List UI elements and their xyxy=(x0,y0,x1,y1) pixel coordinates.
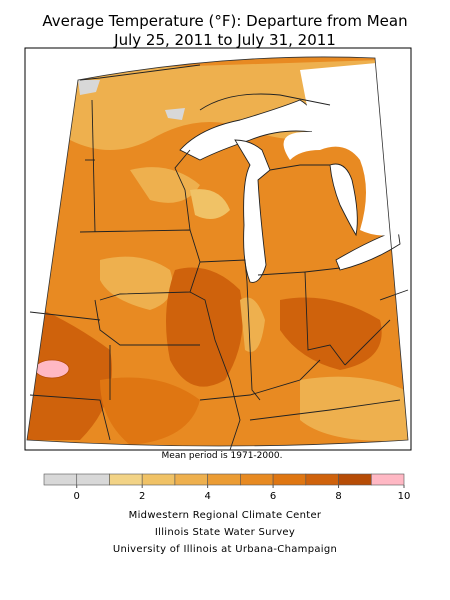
colorbar-tick-label: 8 xyxy=(335,491,341,502)
map-frame xyxy=(24,47,412,451)
colorbar-segment xyxy=(141,473,176,486)
colorbar-tick-label: 0 xyxy=(74,491,80,502)
colorbar-tick-label: 4 xyxy=(204,491,210,502)
colorbar: 0 2 4 6 8 10 xyxy=(43,473,411,502)
state-lines xyxy=(29,64,409,451)
credit-line: Midwestern Regional Climate Center xyxy=(129,510,322,521)
title-line: Average Temperature (°F): Departure from… xyxy=(42,12,407,30)
credit-line: University of Illinois at Urbana-Champai… xyxy=(113,544,337,555)
title-line: July 25, 2011 to July 31, 2011 xyxy=(113,31,336,49)
map xyxy=(24,47,412,451)
credit-line: Illinois State Water Survey xyxy=(155,527,295,538)
mean-period-note: Mean period is 1971-2000. xyxy=(162,451,283,461)
lakes xyxy=(179,60,410,283)
colorbar-segment xyxy=(370,473,405,486)
colorbar-segment xyxy=(305,473,339,486)
colorbar-segment xyxy=(109,473,143,486)
region-outline xyxy=(26,56,409,447)
colorbar-segment xyxy=(272,473,307,486)
colorbar-tick-label: 10 xyxy=(398,491,411,502)
colorbar-segment xyxy=(174,473,208,486)
colorbar-segment xyxy=(207,473,241,486)
colorbar-tick-label: 6 xyxy=(270,491,276,502)
colorbar-tick-label: 2 xyxy=(139,491,145,502)
colorbar-segment xyxy=(240,473,274,486)
colorbar-segment xyxy=(338,473,372,486)
colorbar-segment xyxy=(43,473,78,486)
colorbar-segment xyxy=(76,473,110,486)
